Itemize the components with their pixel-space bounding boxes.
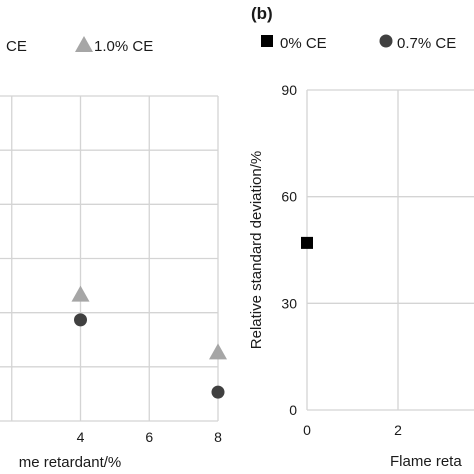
legend-marker [379, 34, 393, 48]
data-point [74, 313, 87, 327]
y-tick-label: 90 [281, 82, 297, 98]
legend-label: 1.0% CE [94, 38, 153, 55]
panel-label: (b) [251, 4, 273, 23]
x-tick-label: 0 [303, 422, 311, 438]
x-tick-label: 6 [145, 429, 153, 445]
x-tick-label: 8 [214, 429, 222, 445]
data-point [301, 236, 313, 249]
x-axis-label: me retardant/% [19, 454, 122, 471]
y-tick-label: 60 [281, 189, 297, 205]
legend-label: CE [6, 38, 27, 55]
panel-a-chart: 4 6 8 me retardant/% CE 1.0% CE [0, 36, 227, 471]
data-point [211, 385, 225, 399]
y-axis-label: Relative standard deviation/% [248, 151, 265, 349]
x-tick-label: 2 [394, 422, 402, 438]
data-point [209, 343, 227, 360]
data-point [71, 285, 90, 302]
x-axis-label: Flame reta [390, 453, 462, 470]
x-tick-label: 4 [77, 429, 85, 445]
y-tick-label: 30 [281, 295, 297, 311]
panel-b-chart: 0 30 60 90 0 2 Flame reta Relative standard dev… [248, 4, 474, 470]
legend-label: 0.7% CE [397, 35, 456, 52]
y-tick-label: 0 [289, 402, 297, 418]
legend-marker [261, 35, 273, 47]
legend-label: 0% CE [280, 35, 327, 52]
legend-marker [75, 36, 93, 52]
